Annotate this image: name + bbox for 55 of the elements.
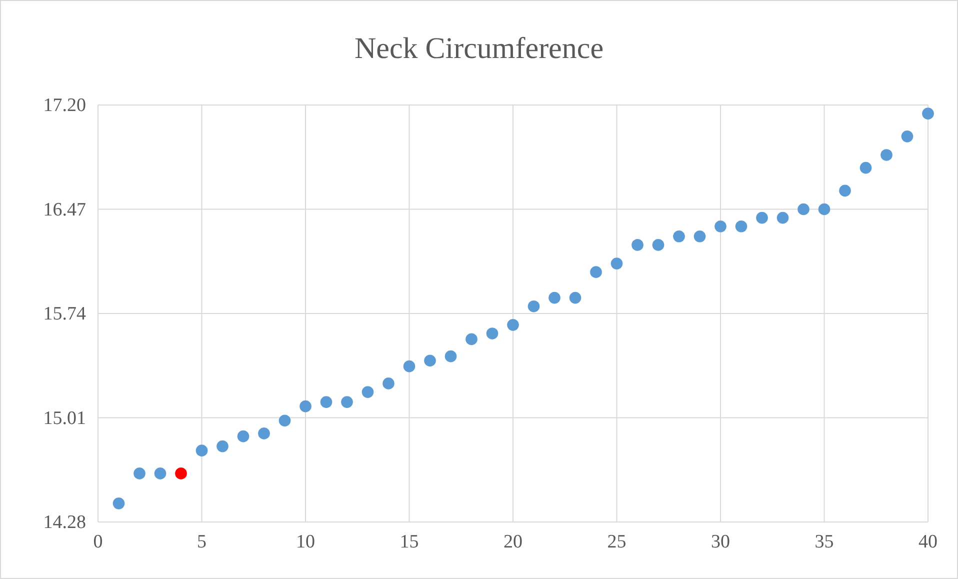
point xyxy=(839,184,851,197)
y-tick-label: 15.74 xyxy=(43,304,86,325)
point xyxy=(694,230,706,242)
y-tick-label: 16.47 xyxy=(43,199,86,220)
x-tick-label: 5 xyxy=(197,531,206,552)
y-tick-label: 17.20 xyxy=(43,95,86,116)
point xyxy=(548,292,560,304)
point xyxy=(756,212,768,224)
x-tick-label: 40 xyxy=(918,531,938,552)
point xyxy=(403,360,416,372)
y-tick-label: 15.01 xyxy=(43,408,86,429)
point xyxy=(922,108,934,120)
point xyxy=(776,212,789,224)
point xyxy=(569,292,582,304)
point xyxy=(610,258,623,270)
point xyxy=(673,230,685,242)
point xyxy=(632,239,644,251)
x-tick-label: 10 xyxy=(296,531,315,552)
point xyxy=(444,350,457,362)
point xyxy=(652,239,664,251)
point xyxy=(798,203,810,216)
point xyxy=(134,468,146,480)
point xyxy=(466,333,478,346)
x-tick-label: 20 xyxy=(504,531,522,552)
point xyxy=(486,328,498,340)
point xyxy=(196,444,208,456)
point xyxy=(341,396,353,408)
point xyxy=(216,440,228,452)
point xyxy=(818,203,830,216)
point xyxy=(735,220,748,232)
point xyxy=(112,498,125,510)
x-tick-label: 15 xyxy=(400,531,419,552)
point xyxy=(258,428,270,440)
point xyxy=(382,378,394,390)
point xyxy=(860,162,872,174)
point xyxy=(507,319,519,331)
x-tick-label: 35 xyxy=(814,531,834,552)
x-tick-label: 0 xyxy=(93,531,103,552)
point xyxy=(714,220,726,232)
point xyxy=(320,396,332,408)
point xyxy=(880,149,892,161)
point xyxy=(300,400,312,412)
x-tick-label: 30 xyxy=(711,531,730,552)
point xyxy=(528,300,540,312)
x-tick-label: 25 xyxy=(607,531,626,552)
point xyxy=(362,386,374,398)
point xyxy=(590,266,602,278)
point xyxy=(901,130,914,142)
point xyxy=(237,430,250,442)
point xyxy=(175,468,187,480)
chart-title: Neck Circumference xyxy=(354,32,604,65)
point xyxy=(278,414,291,427)
y-tick-label: 14.28 xyxy=(43,512,86,534)
point xyxy=(154,468,166,480)
point xyxy=(424,354,436,367)
